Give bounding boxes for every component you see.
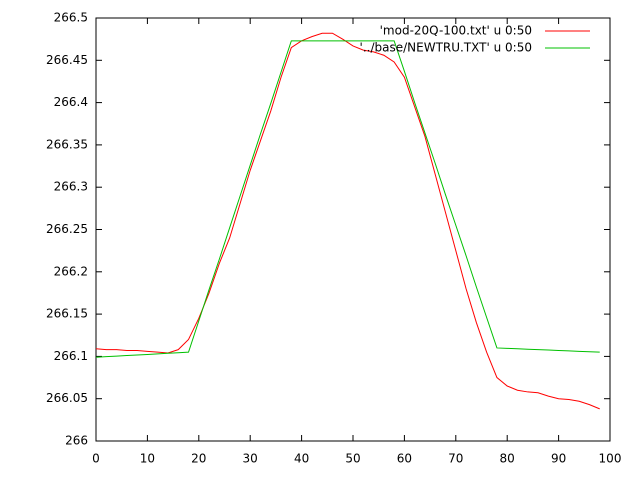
y-tick-label: 266.3	[54, 180, 88, 194]
x-tick-label: 60	[397, 452, 412, 466]
y-tick-label: 266.05	[46, 391, 88, 405]
y-tick-label: 266.5	[54, 11, 88, 25]
series-line	[95, 40, 600, 358]
x-tick-label: 70	[448, 452, 463, 466]
x-tick-label: 20	[191, 452, 206, 466]
x-tick-label: 80	[500, 452, 515, 466]
y-tick-label: 266.45	[46, 53, 88, 67]
x-tick-label: 100	[599, 452, 622, 466]
legend-label: 'mod-20Q-100.txt' u 0:50	[380, 24, 532, 38]
y-tick-label: 266.25	[46, 222, 88, 236]
x-tick-label: 50	[345, 452, 360, 466]
x-tick-label: 40	[294, 452, 309, 466]
y-tick-label: 266	[65, 434, 88, 448]
legend-label: '../base/NEWTRU.TXT' u 0:50	[360, 41, 532, 55]
x-tick-label: 0	[92, 452, 100, 466]
x-tick-label: 90	[551, 452, 566, 466]
y-tick-label: 266.15	[46, 307, 88, 321]
y-tick-label: 266.35	[46, 137, 88, 151]
y-tick-label: 266.1	[54, 349, 88, 363]
plot-border	[95, 17, 611, 442]
y-tick-label: 266.4	[54, 95, 88, 109]
x-tick-label: 30	[243, 452, 258, 466]
series-line	[95, 32, 600, 410]
y-tick-label: 266.2	[54, 264, 88, 278]
x-tick-label: 10	[140, 452, 155, 466]
